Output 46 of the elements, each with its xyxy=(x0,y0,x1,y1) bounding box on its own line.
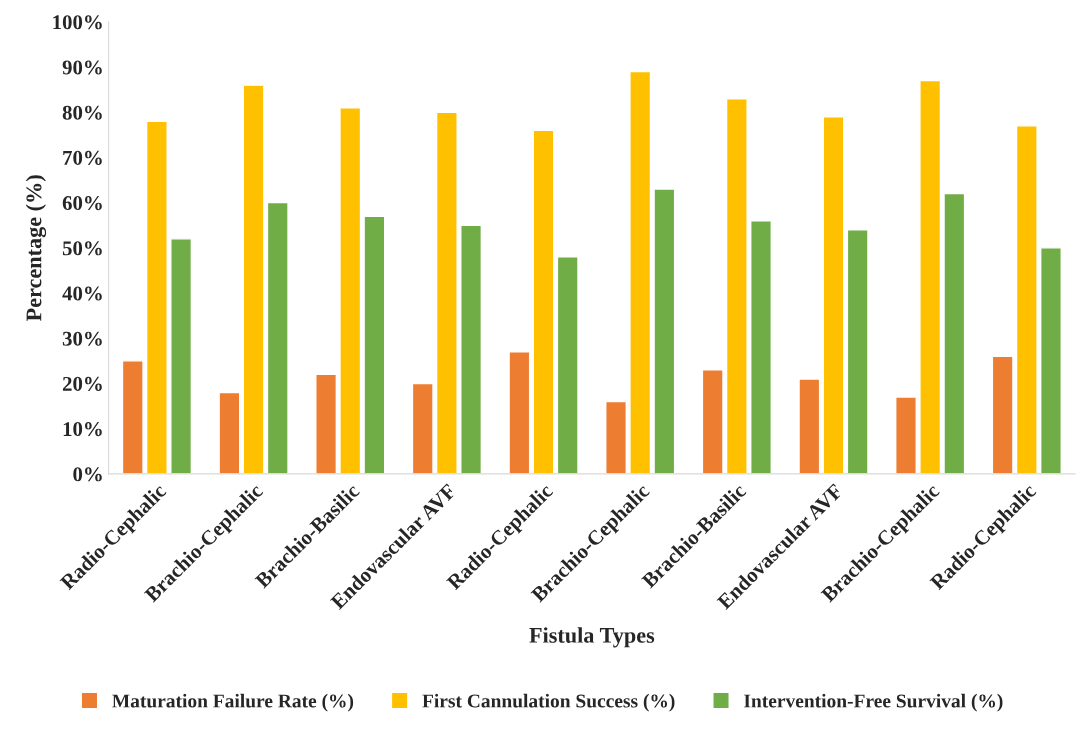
bar xyxy=(895,396,917,474)
legend-label: Intervention-Free Survival (%) xyxy=(744,693,1003,712)
bar xyxy=(822,116,845,474)
y-tick-label: 40% xyxy=(62,286,102,301)
y-tick-label: 100% xyxy=(53,15,102,30)
y-axis-title: Percentage (%) xyxy=(25,175,47,322)
bar xyxy=(1040,247,1062,474)
bar xyxy=(532,129,555,474)
y-tick-label: 80% xyxy=(62,105,102,120)
bar xyxy=(460,224,483,474)
y-tick-label: 60% xyxy=(62,196,102,211)
bar xyxy=(266,201,289,474)
bar xyxy=(145,120,168,474)
bar xyxy=(1015,125,1038,474)
bar xyxy=(121,360,144,474)
bar xyxy=(339,107,362,474)
bar xyxy=(798,378,821,474)
bar xyxy=(435,111,458,474)
bar xyxy=(242,84,265,474)
bar xyxy=(315,373,338,474)
bar xyxy=(919,79,942,474)
bar xyxy=(846,229,869,474)
y-tick-label: 70% xyxy=(63,150,102,165)
bar xyxy=(653,188,676,474)
bar xyxy=(508,351,531,474)
y-tick-label: 50% xyxy=(62,241,102,256)
bar xyxy=(556,256,579,474)
bar xyxy=(411,382,434,474)
bar xyxy=(943,192,966,474)
bar xyxy=(605,400,627,474)
y-tick-label: 20% xyxy=(62,376,102,391)
bar xyxy=(363,215,386,474)
y-tick-label: 10% xyxy=(63,422,102,437)
bar xyxy=(170,238,193,474)
legend-label: Maturation Failure Rate (%) xyxy=(112,693,354,712)
bar xyxy=(629,70,652,474)
bar xyxy=(725,98,748,474)
x-axis-title: Fistula Types xyxy=(529,627,655,648)
legend-label: First Cannulation Success (%) xyxy=(422,693,675,712)
bar xyxy=(218,391,241,474)
bar xyxy=(750,220,772,474)
bar xyxy=(701,369,724,474)
y-tick-label: 90% xyxy=(62,60,102,75)
y-tick-label: 30% xyxy=(62,331,102,346)
y-tick-label: 0% xyxy=(73,467,102,482)
bar xyxy=(991,355,1014,474)
